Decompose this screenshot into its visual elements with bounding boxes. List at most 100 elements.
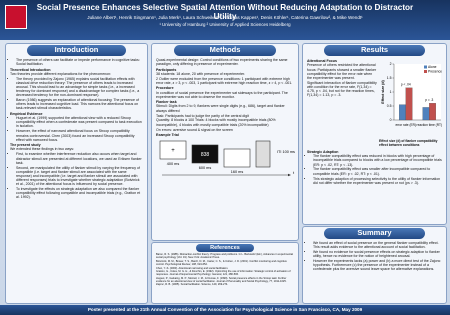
bullet: First, to examine whether interference r… <box>16 152 143 164</box>
section-heading: Methods <box>173 45 277 56</box>
duration: 400 ms <box>167 162 180 166</box>
subheading: Theoretical Introduction <box>10 67 51 72</box>
summary-body: We found an effect of social presence on… <box>303 241 446 272</box>
reference: Botvinick, M. M., Braver, T. S., Barch, … <box>156 260 287 266</box>
arrow-head <box>288 174 291 177</box>
section-heading: References <box>195 244 255 253</box>
results-top: Attentional Focus Presence of others rest… <box>303 58 446 149</box>
bullet: Baron (1986) suggests an explanation of … <box>16 98 143 110</box>
y-tick-label: 2 <box>390 62 392 66</box>
x-tick-label: error rate (ER) <box>395 123 416 127</box>
subheading: Strategic Adaption <box>307 150 339 155</box>
screen <box>223 149 251 168</box>
bar <box>399 104 406 120</box>
trial-screens <box>159 141 271 168</box>
fixation: + <box>171 148 175 154</box>
paragraph: 2 Outlier were excluded from the presenc… <box>156 76 293 85</box>
bullet: The presence of others can facilitate or… <box>16 58 143 66</box>
results-bottom: Strategic AdaptionThe flanker compatibil… <box>303 150 446 185</box>
y-tick-label: 1 <box>390 90 392 94</box>
bullet: To investigate the effects on strategic … <box>16 187 143 199</box>
bullet: This strategic adaption of processing se… <box>313 177 442 185</box>
affiliations: ¹ University of Hamburg ² University of … <box>159 22 291 27</box>
subheading: Empirical Evidence <box>10 112 43 117</box>
bullet-list: We found an effect of social presence on… <box>307 241 442 272</box>
paragraph: Presence of others restricted the attent… <box>307 63 377 80</box>
references-panel: References Baron, R. S. (1986). Distract… <box>151 242 299 304</box>
legend-label: Alone <box>428 65 437 69</box>
introduction-body: The presence of others can facilitate or… <box>6 58 147 200</box>
time-label: t <box>293 170 295 175</box>
subheading: Attentional Focus <box>307 59 337 64</box>
subheading: The present study <box>10 143 41 148</box>
section-heading: Introduction <box>27 45 126 56</box>
bullet: The flanker compatibility effect was red… <box>313 154 442 166</box>
header: Social Presence Enhances Selective Spati… <box>0 0 450 40</box>
paragraph: Task: Participants had to judge the pari… <box>156 113 249 118</box>
paragraph: 38 students: 18 alone, 20 with presence … <box>156 71 246 76</box>
duration: 600 ms <box>199 166 212 170</box>
bar <box>429 102 436 120</box>
paragraph: Significant interaction of flanker compa… <box>307 80 377 98</box>
paragraph: We extended these findings in two ways: <box>10 147 75 152</box>
screen <box>159 141 187 160</box>
results-panel: Results Attentional Focus Presence of oth… <box>302 43 447 225</box>
reference: Gratton, G., Coles, M. G. H., & Donchin,… <box>156 270 291 277</box>
section-heading: Summary <box>324 228 425 239</box>
title: Social Presence Enhances Selective Spati… <box>36 3 414 21</box>
screen <box>255 141 271 168</box>
y-tick-label: 1.5 <box>387 76 392 80</box>
bullet: Huguet et al. (1999) supported the atten… <box>16 116 143 128</box>
y-tick-label: 0.5 <box>387 104 392 108</box>
bullet: Second, we manipulated the utility of fl… <box>16 166 143 187</box>
paragraph: On errors: aversive sound & signal on th… <box>156 127 233 132</box>
reference: Chen, Y.-S. (2003). Attentional narrowin… <box>156 266 229 270</box>
paragraph: Quasi-experimental design: Control condi… <box>156 57 288 66</box>
paragraph: Stimuli: Digits from 2 to 9, flankers we… <box>156 104 285 113</box>
subheading: Flanker task <box>156 100 177 105</box>
subheading: Example Trial <box>156 133 179 138</box>
annotation: p = .3 <box>425 98 433 102</box>
legend-label: Presence <box>428 69 442 73</box>
bullet: However the experiments lacks (a) power … <box>313 259 442 271</box>
annotation: p < .04 <box>401 82 411 86</box>
bullet-list: The flanker compatibility effect was red… <box>307 154 442 185</box>
effect-size-chart: Effect size (d) 0 0.5 1 1.5 2 p < .04 error rat… <box>381 62 442 127</box>
footer: Poster presented at the 21th Annual Conv… <box>0 305 450 315</box>
reference: Zajonc, R. B. (1965). Social facilitatio… <box>156 283 229 287</box>
bullet: The flanker compatibility effect was sma… <box>313 167 442 175</box>
subheading: Participants <box>156 67 177 72</box>
paragraph: Two theories provide different explanati… <box>10 71 112 76</box>
x-tick-label: reaction time (RT) <box>417 123 442 127</box>
legend-swatch <box>424 65 427 69</box>
bullet: We found an effect of social presence on… <box>313 241 442 249</box>
subheading: Procedure <box>156 86 174 91</box>
chart-caption: Effect size (d) of flanker compatibility… <box>379 138 438 147</box>
bullet-list: First, to examine whether interference r… <box>10 152 143 199</box>
reference-list: Baron, R. S. (1986). Distraction-conflic… <box>156 254 294 287</box>
bullet: The theory provided by Zajonc (1965) exp… <box>16 77 143 98</box>
legend-swatch <box>424 69 427 73</box>
results-text: Attentional Focus Presence of others rest… <box>307 58 379 149</box>
trial-diagram: + 838 400 ms 600 ms 160 ms ITI 100 ms t <box>159 141 295 177</box>
bar <box>405 87 413 120</box>
duration: 160 ms <box>231 170 244 174</box>
methods-body: Quasi-experimental design: Control condi… <box>152 58 298 138</box>
results-figure: Effect size (d) 0 0.5 1 1.5 2 p < .04 error rat… <box>379 58 443 149</box>
bullet-list: The presence of others can facilitate or… <box>10 58 143 66</box>
paragraph: Quantity: 8 blocks à 100 Trials: 4 block… <box>156 118 276 127</box>
reference: Huguet, P., Galvaing, M. P., Monteil, J.… <box>156 276 287 283</box>
paragraph: In condition of social presence the expe… <box>156 90 288 99</box>
bar <box>422 107 430 120</box>
y-tick-label: 0 <box>390 118 392 122</box>
methods-panel: Methods Quasi-experimental design: Contr… <box>151 43 299 241</box>
summary-panel: Summary We found an effect of social pre… <box>302 226 447 304</box>
logo <box>5 5 27 29</box>
stimulus: 838 <box>201 152 210 158</box>
section-heading: Results <box>324 45 425 56</box>
y-axis-label: Effect size (d) <box>381 79 385 103</box>
bullet-list: The theory provided by Zajonc (1965) exp… <box>10 77 143 111</box>
authors: Juliane Albert¹, Henrik Singmann¹, Julia… <box>87 15 363 20</box>
iti: ITI 100 ms <box>277 150 295 154</box>
